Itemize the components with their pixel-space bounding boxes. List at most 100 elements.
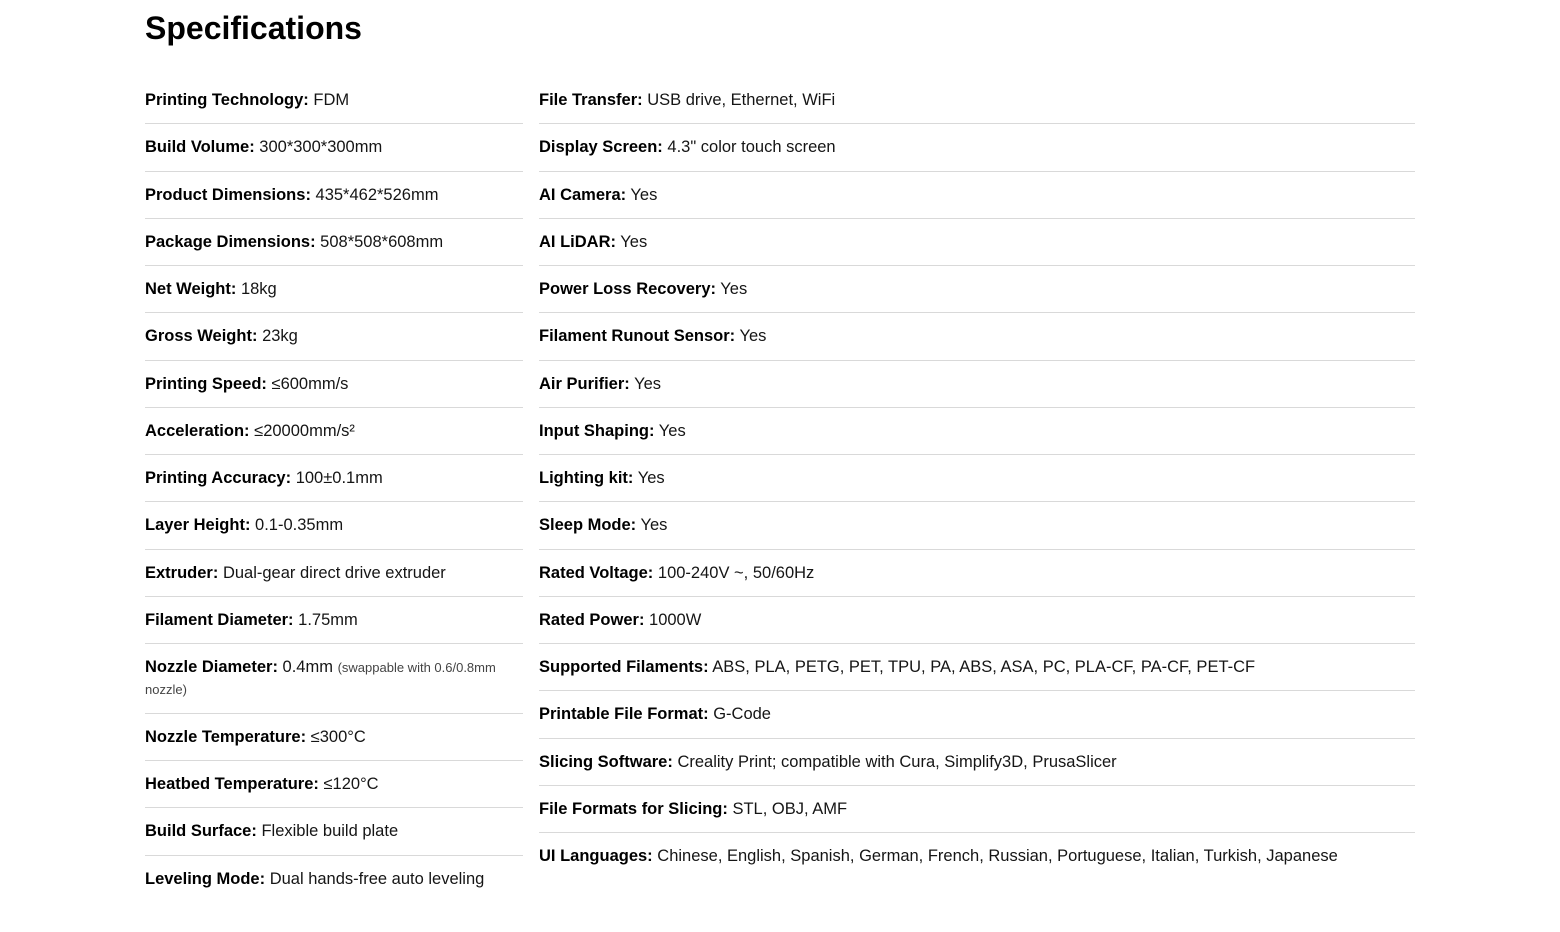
spec-label: Acceleration: [145,422,250,440]
spec-row: Printable File Format: G-Code [539,691,1415,738]
spec-value: 508*508*608mm [320,233,443,251]
spec-row: File Transfer: USB drive, Ethernet, WiFi [539,77,1415,124]
spec-label: Supported Filaments: [539,658,709,676]
spec-row: Input Shaping: Yes [539,408,1415,455]
spec-row: UI Languages: Chinese, English, Spanish,… [539,833,1415,879]
spec-row: AI Camera: Yes [539,172,1415,219]
spec-label: Heatbed Temperature: [145,775,319,793]
spec-value: USB drive, Ethernet, WiFi [647,91,835,109]
spec-label: Printable File Format: [539,705,709,723]
spec-value: 100-240V ~, 50/60Hz [658,564,814,582]
spec-value: Dual-gear direct drive extruder [223,564,446,582]
spec-label: Slicing Software: [539,753,673,771]
specs-column-left: Printing Technology: FDMBuild Volume: 30… [145,77,523,902]
spec-row: Lighting kit: Yes [539,455,1415,502]
spec-label: Power Loss Recovery: [539,280,716,298]
spec-row: Heatbed Temperature: ≤120°C [145,761,523,808]
spec-row: Gross Weight: 23kg [145,313,523,360]
spec-value: FDM [313,91,349,109]
spec-value: 100±0.1mm [296,469,383,487]
spec-row: Build Surface: Flexible build plate [145,808,523,855]
spec-row: File Formats for Slicing: STL, OBJ, AMF [539,786,1415,833]
spec-label: Layer Height: [145,516,250,534]
spec-row: Printing Accuracy: 100±0.1mm [145,455,523,502]
spec-row: Leveling Mode: Dual hands-free auto leve… [145,856,523,902]
spec-value: 435*462*526mm [316,186,439,204]
spec-value: Yes [630,186,657,204]
spec-label: Printing Technology: [145,91,309,109]
spec-row: Rated Power: 1000W [539,597,1415,644]
spec-value: 1000W [649,611,701,629]
spec-value: 300*300*300mm [259,138,382,156]
spec-label: Build Surface: [145,822,257,840]
spec-value: ≤600mm/s [272,375,349,393]
spec-value: Yes [638,469,665,487]
spec-label: Rated Power: [539,611,644,629]
spec-value: ≤120°C [324,775,379,793]
spec-label: File Transfer: [539,91,643,109]
spec-value: 4.3" color touch screen [667,138,835,156]
spec-value: 0.4mm [283,658,333,676]
spec-label: Input Shaping: [539,422,654,440]
spec-row: Display Screen: 4.3" color touch screen [539,124,1415,171]
spec-value: STL, OBJ, AMF [732,800,847,818]
spec-row: Power Loss Recovery: Yes [539,266,1415,313]
spec-value: Yes [640,516,667,534]
spec-row: Printing Technology: FDM [145,77,523,124]
spec-label: Gross Weight: [145,327,257,345]
spec-label: Rated Voltage: [539,564,653,582]
spec-label: File Formats for Slicing: [539,800,728,818]
spec-row: Nozzle Temperature: ≤300°C [145,714,523,761]
spec-row: Filament Diameter: 1.75mm [145,597,523,644]
spec-row: Printing Speed: ≤600mm/s [145,361,523,408]
spec-row: Supported Filaments: ABS, PLA, PETG, PET… [539,644,1415,691]
spec-value: ABS, PLA, PETG, PET, TPU, PA, ABS, ASA, … [712,658,1255,676]
spec-label: Air Purifier: [539,375,630,393]
spec-label: Package Dimensions: [145,233,316,251]
spec-label: Build Volume: [145,138,255,156]
page-title: Specifications [145,10,1415,47]
spec-row: Air Purifier: Yes [539,361,1415,408]
spec-row: Package Dimensions: 508*508*608mm [145,219,523,266]
spec-row: AI LiDAR: Yes [539,219,1415,266]
spec-label: Filament Runout Sensor: [539,327,735,345]
spec-row: Layer Height: 0.1-0.35mm [145,502,523,549]
spec-value: Yes [634,375,661,393]
spec-label: UI Languages: [539,847,653,865]
spec-row: Extruder: Dual-gear direct drive extrude… [145,550,523,597]
spec-value: 18kg [241,280,277,298]
spec-row: Net Weight: 18kg [145,266,523,313]
spec-row: Slicing Software: Creality Print; compat… [539,739,1415,786]
specs-column-right: File Transfer: USB drive, Ethernet, WiFi… [539,77,1415,902]
spec-value: ≤300°C [311,728,366,746]
spec-label: Leveling Mode: [145,870,265,888]
spec-value: Yes [720,280,747,298]
spec-label: Printing Accuracy: [145,469,291,487]
spec-value: ≤20000mm/s² [254,422,355,440]
spec-row: Product Dimensions: 435*462*526mm [145,172,523,219]
spec-label: Extruder: [145,564,218,582]
spec-value: 0.1-0.35mm [255,516,343,534]
spec-row: Nozzle Diameter: 0.4mm (swappable with 0… [145,644,523,714]
spec-row: Rated Voltage: 100-240V ~, 50/60Hz [539,550,1415,597]
spec-value: Yes [739,327,766,345]
spec-label: AI Camera: [539,186,626,204]
spec-row: Build Volume: 300*300*300mm [145,124,523,171]
spec-row: Filament Runout Sensor: Yes [539,313,1415,360]
spec-value: Dual hands-free auto leveling [270,870,485,888]
spec-label: Net Weight: [145,280,236,298]
spec-label: AI LiDAR: [539,233,616,251]
spec-label: Lighting kit: [539,469,633,487]
spec-row: Acceleration: ≤20000mm/s² [145,408,523,455]
spec-label: Sleep Mode: [539,516,636,534]
spec-value: Flexible build plate [261,822,398,840]
spec-label: Display Screen: [539,138,663,156]
spec-row: Sleep Mode: Yes [539,502,1415,549]
spec-label: Filament Diameter: [145,611,294,629]
spec-value: G-Code [713,705,771,723]
spec-label: Nozzle Diameter: [145,658,278,676]
spec-label: Nozzle Temperature: [145,728,306,746]
specs-table: Printing Technology: FDMBuild Volume: 30… [145,77,1415,902]
spec-value: 23kg [262,327,298,345]
spec-label: Product Dimensions: [145,186,311,204]
